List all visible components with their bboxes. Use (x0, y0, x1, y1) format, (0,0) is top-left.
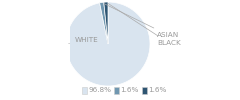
Text: ASIAN: ASIAN (104, 4, 179, 38)
Text: WHITE: WHITE (69, 37, 99, 44)
Text: 1.6%: 1.6% (120, 87, 139, 93)
FancyBboxPatch shape (143, 86, 147, 94)
Text: 1.6%: 1.6% (149, 87, 167, 93)
FancyBboxPatch shape (83, 86, 87, 94)
Wedge shape (100, 2, 108, 44)
Wedge shape (66, 2, 150, 86)
Text: 96.8%: 96.8% (89, 87, 112, 93)
Text: BLACK: BLACK (108, 4, 181, 46)
FancyBboxPatch shape (114, 86, 120, 94)
Wedge shape (104, 2, 108, 44)
